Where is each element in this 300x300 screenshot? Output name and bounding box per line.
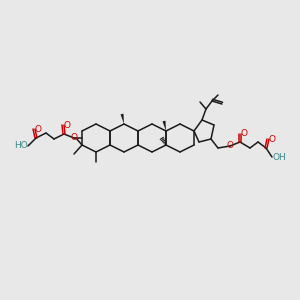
Text: OH: OH [272, 152, 286, 161]
Polygon shape [121, 114, 124, 124]
Text: O: O [64, 121, 70, 130]
Text: HO: HO [14, 142, 28, 151]
Text: O: O [70, 134, 77, 142]
Text: O: O [34, 124, 41, 134]
Text: O: O [241, 130, 248, 139]
Text: O: O [268, 134, 275, 143]
Polygon shape [163, 121, 166, 131]
Text: O: O [226, 142, 233, 151]
